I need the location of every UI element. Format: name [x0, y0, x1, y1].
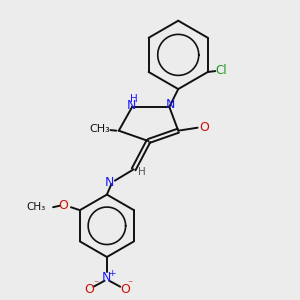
Text: H: H	[130, 94, 138, 104]
Text: O: O	[199, 121, 209, 134]
Text: Cl: Cl	[215, 64, 227, 77]
Text: N: N	[127, 99, 136, 112]
Text: O: O	[120, 283, 130, 296]
Text: N: N	[166, 98, 176, 111]
Text: ⁻: ⁻	[127, 279, 132, 289]
Text: CH₃: CH₃	[26, 202, 46, 212]
Text: N: N	[102, 271, 112, 284]
Text: O: O	[58, 199, 68, 212]
Text: ⁻: ⁻	[93, 279, 98, 289]
Text: H: H	[138, 167, 146, 177]
Text: +: +	[109, 269, 116, 278]
Text: N: N	[105, 176, 115, 189]
Text: CH₃: CH₃	[89, 124, 110, 134]
Text: O: O	[84, 283, 94, 296]
